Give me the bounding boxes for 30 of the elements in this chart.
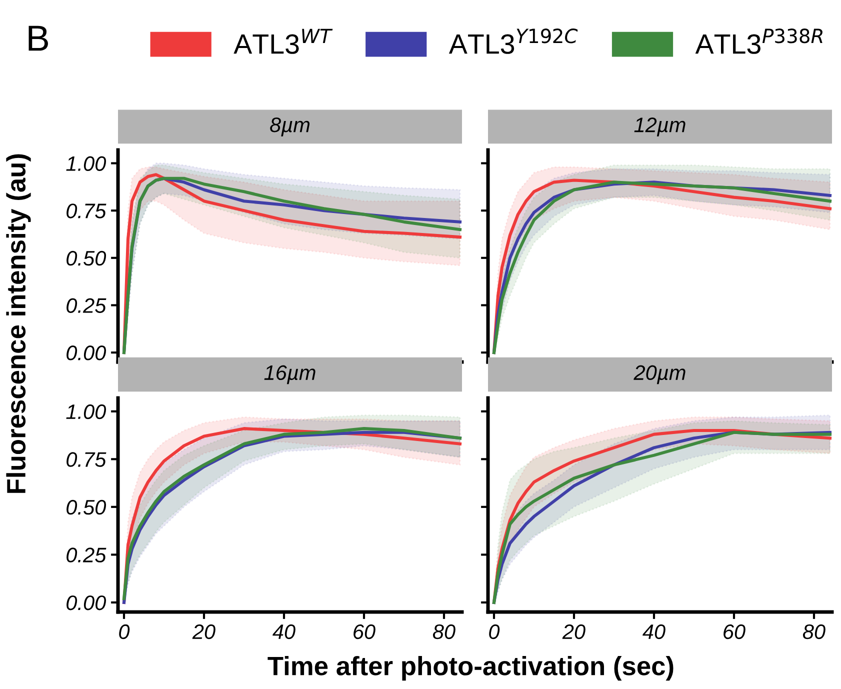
y-tick-label: 0.75 bbox=[66, 204, 106, 218]
y-tick-label: 0.00 bbox=[66, 595, 106, 610]
x-tick-label: 20 bbox=[562, 624, 586, 640]
y-tick-label: 1.00 bbox=[66, 404, 106, 420]
chart-title: 20µm bbox=[634, 365, 686, 384]
chart-title: 8µm bbox=[270, 118, 310, 136]
chart-title: 16µm bbox=[264, 365, 316, 384]
y-axis-title: Fluorescence intensity (au) bbox=[6, 154, 31, 493]
x-tick-label: 60 bbox=[724, 624, 746, 640]
x-tick-label: 20 bbox=[192, 624, 216, 640]
legend-label: ATL3$^{WT}$ bbox=[234, 28, 333, 54]
y-tick-label: 0.75 bbox=[66, 452, 106, 467]
y-tick-label: 1.00 bbox=[66, 156, 106, 172]
y-tick-label: 0.00 bbox=[66, 346, 106, 360]
legend-label: ATL3$^{Y192C}$ bbox=[448, 28, 578, 54]
x-tick-label: 0 bbox=[119, 624, 130, 640]
x-tick-label: 80 bbox=[432, 624, 456, 640]
x-tick-label: 40 bbox=[642, 624, 666, 640]
y-tick-label: 0.50 bbox=[66, 500, 106, 515]
x-tick-label: 40 bbox=[272, 624, 296, 640]
legend-label: ATL3$^{P338R}$ bbox=[695, 28, 822, 54]
y-tick-label: 0.25 bbox=[66, 298, 106, 313]
x-tick-label: 60 bbox=[354, 624, 376, 640]
text: B bbox=[28, 26, 48, 51]
x-tick-label: 80 bbox=[802, 624, 826, 640]
chart-title: 12µm bbox=[634, 118, 686, 136]
x-tick-label: 0 bbox=[489, 624, 500, 640]
y-tick-label: 0.25 bbox=[66, 548, 106, 562]
x-axis-title: Time after photo-activation (sec) bbox=[268, 656, 674, 681]
y-tick-label: 0.50 bbox=[66, 250, 106, 266]
